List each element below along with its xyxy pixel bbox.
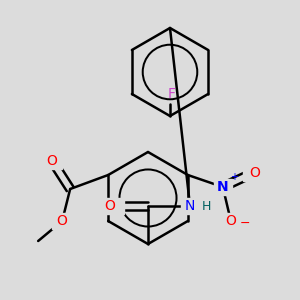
Text: F: F <box>168 87 176 101</box>
Bar <box>214 179 232 195</box>
Text: N: N <box>217 180 229 194</box>
Bar <box>243 165 263 181</box>
Text: H: H <box>201 200 211 212</box>
Bar <box>42 153 62 169</box>
Text: O: O <box>47 154 58 168</box>
Text: N: N <box>185 199 195 213</box>
Text: −: − <box>240 217 250 230</box>
Text: O: O <box>249 166 260 180</box>
Bar <box>221 213 241 229</box>
Text: O: O <box>105 199 116 213</box>
Text: O: O <box>225 214 236 228</box>
Bar <box>52 213 72 229</box>
Text: O: O <box>57 214 68 228</box>
Bar <box>181 198 199 214</box>
Text: +: + <box>230 172 238 182</box>
Bar <box>96 198 124 214</box>
